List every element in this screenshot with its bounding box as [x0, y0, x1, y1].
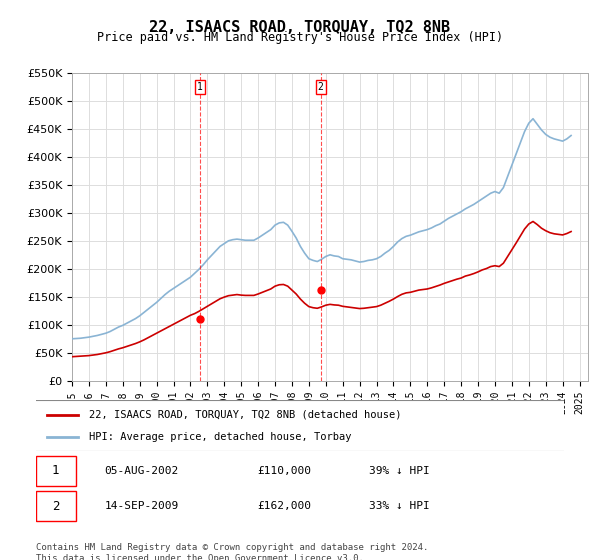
Text: 05-AUG-2002: 05-AUG-2002 [104, 466, 179, 476]
Text: £110,000: £110,000 [258, 466, 312, 476]
Text: Price paid vs. HM Land Registry's House Price Index (HPI): Price paid vs. HM Land Registry's House … [97, 31, 503, 44]
Text: 14-SEP-2009: 14-SEP-2009 [104, 501, 179, 511]
Text: 2: 2 [52, 500, 59, 512]
Text: HPI: Average price, detached house, Torbay: HPI: Average price, detached house, Torb… [89, 432, 352, 442]
Text: £162,000: £162,000 [258, 501, 312, 511]
Text: 1: 1 [52, 464, 59, 477]
FancyBboxPatch shape [36, 456, 76, 486]
FancyBboxPatch shape [31, 400, 569, 451]
Text: 1: 1 [197, 82, 203, 92]
Text: 33% ↓ HPI: 33% ↓ HPI [368, 501, 430, 511]
Text: 2: 2 [318, 82, 323, 92]
Text: 39% ↓ HPI: 39% ↓ HPI [368, 466, 430, 476]
FancyBboxPatch shape [36, 491, 76, 521]
Text: Contains HM Land Registry data © Crown copyright and database right 2024.
This d: Contains HM Land Registry data © Crown c… [36, 543, 428, 560]
Text: 22, ISAACS ROAD, TORQUAY, TQ2 8NB: 22, ISAACS ROAD, TORQUAY, TQ2 8NB [149, 20, 451, 35]
Text: 22, ISAACS ROAD, TORQUAY, TQ2 8NB (detached house): 22, ISAACS ROAD, TORQUAY, TQ2 8NB (detac… [89, 409, 401, 419]
